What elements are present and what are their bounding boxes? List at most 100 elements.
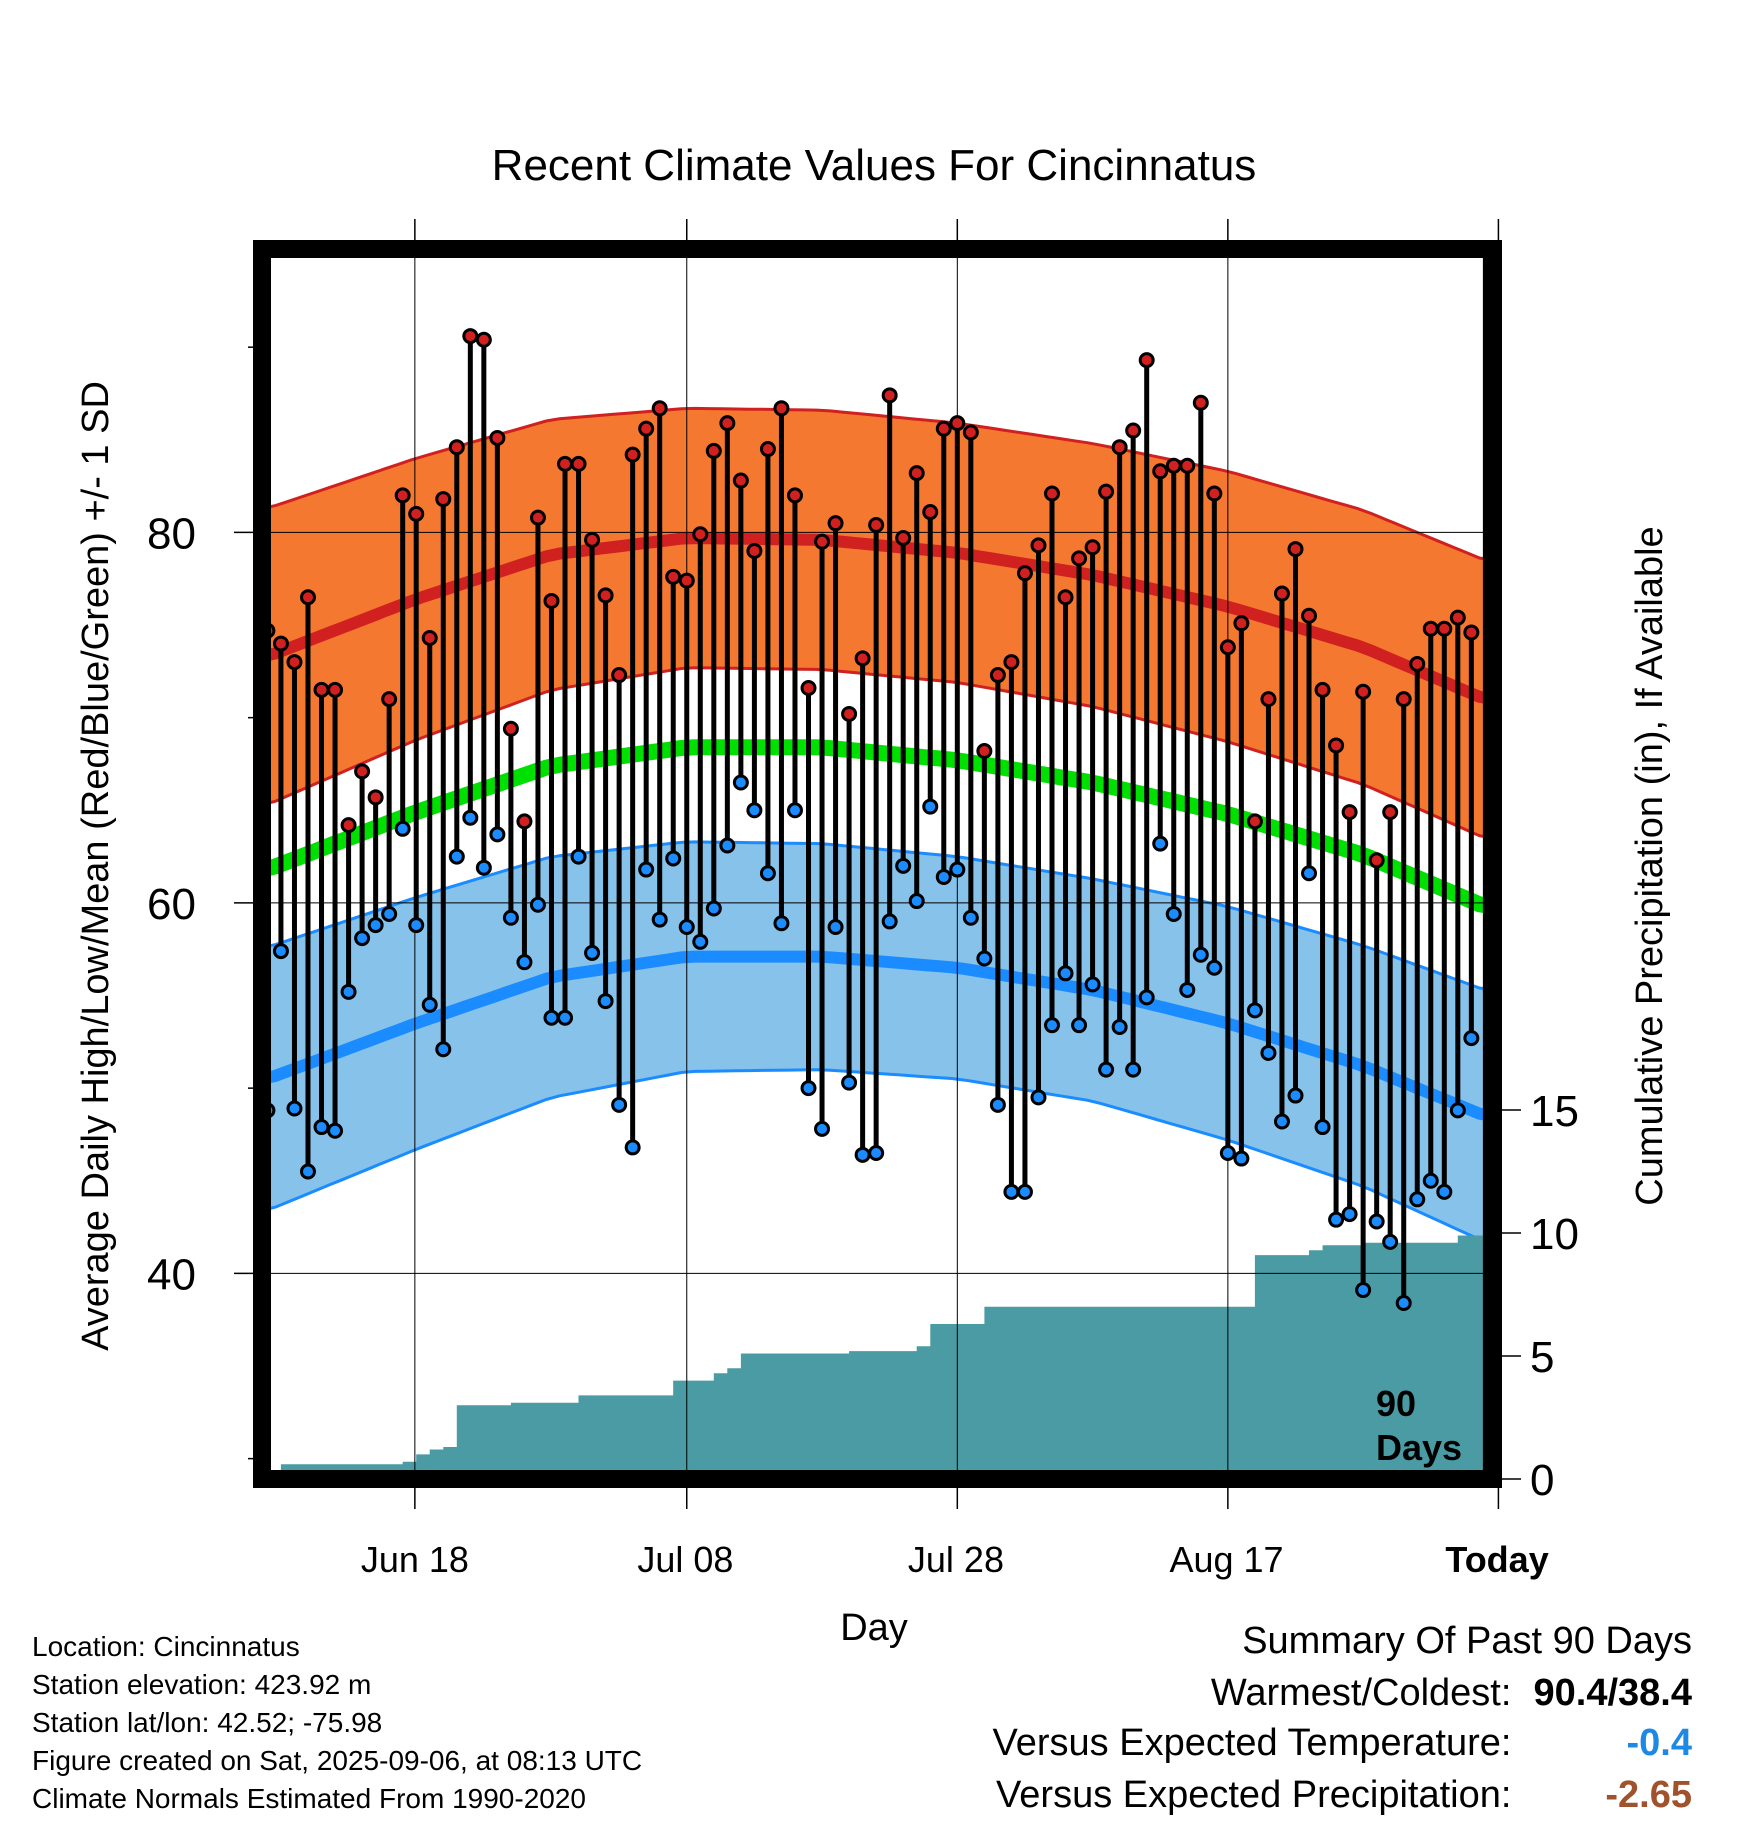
daily-low-point <box>895 857 912 874</box>
daily-low-point <box>1314 1119 1331 1136</box>
daily-high-point <box>1449 609 1466 626</box>
daily-low-point <box>1341 1206 1358 1223</box>
daily-high-point <box>1260 691 1277 708</box>
daily-high-point <box>881 387 898 404</box>
daily-low-point <box>516 954 533 971</box>
daily-high-point <box>1016 565 1033 582</box>
daily-high-point <box>421 630 438 647</box>
daily-high-point <box>624 446 641 463</box>
daily-high-point <box>489 429 506 446</box>
daily-low-point <box>773 915 790 932</box>
daily-high-point <box>611 667 628 684</box>
precipitation-label: Versus Expected Precipitation: <box>996 1774 1512 1816</box>
y2-tick-label: 5 <box>1530 1333 1554 1382</box>
daily-low-point <box>489 826 506 843</box>
daily-high-point <box>570 455 587 472</box>
daily-low-point <box>854 1146 871 1163</box>
daily-high-point <box>692 526 709 543</box>
summary-precipitation: Versus Expected Precipitation: -2.65 <box>996 1774 1692 1817</box>
daily-high-point <box>1246 813 1263 830</box>
daily-low-point <box>692 933 709 950</box>
summary-temperature: Versus Expected Temperature: -0.4 <box>993 1722 1692 1765</box>
daily-high-point <box>381 691 398 708</box>
precipitation-value: -2.65 <box>1605 1774 1692 1816</box>
daily-high-point <box>800 680 817 697</box>
daily-high-point <box>394 487 411 504</box>
x-tick-label: Jul 28 <box>908 1539 1004 1580</box>
daily-low-point <box>1003 1183 1020 1200</box>
daily-high-point <box>976 743 993 760</box>
today-label-days: Days <box>1376 1427 1462 1468</box>
daily-low-point <box>475 859 492 876</box>
daily-low-point <box>367 917 384 934</box>
daily-low-point <box>868 1144 885 1161</box>
daily-low-point <box>462 809 479 826</box>
daily-high-point <box>1057 589 1074 606</box>
daily-high-point <box>908 465 925 482</box>
daily-high-point <box>557 455 574 472</box>
daily-high-point <box>327 681 344 698</box>
daily-high-point <box>705 442 722 459</box>
daily-low-point <box>1044 1017 1061 1034</box>
daily-low-point <box>881 913 898 930</box>
daily-low-point <box>1165 906 1182 923</box>
daily-high-point <box>1219 639 1236 656</box>
daily-high-point <box>475 331 492 348</box>
daily-low-point <box>1463 1030 1480 1047</box>
daily-low-point <box>665 850 682 867</box>
summary-warmest-coldest: Warmest/Coldest: 90.4/38.4 <box>1211 1672 1692 1715</box>
daily-low-point <box>746 802 763 819</box>
y-axis-label: Average Daily High/Low/Mean (Red/Blue/Gr… <box>75 381 117 1351</box>
daily-high-point <box>1206 485 1223 502</box>
daily-low-point <box>1111 1019 1128 1036</box>
daily-low-point <box>1206 959 1223 976</box>
daily-low-point <box>827 918 844 935</box>
daily-low-point <box>1084 976 1101 993</box>
daily-high-point <box>1395 691 1412 708</box>
daily-low-point <box>1152 835 1169 852</box>
daily-high-point <box>1287 541 1304 558</box>
daily-high-point <box>1003 654 1020 671</box>
daily-high-point <box>1125 422 1142 439</box>
daily-low-point <box>597 993 614 1010</box>
daily-high-point <box>949 415 966 432</box>
daily-low-point <box>381 906 398 923</box>
y-tick-label: 80 <box>147 509 196 558</box>
daily-high-point <box>1436 620 1453 637</box>
daily-low-point <box>1179 981 1196 998</box>
daily-low-point <box>394 820 411 837</box>
today-label-90: 90 <box>1376 1383 1416 1424</box>
daily-low-point <box>786 802 803 819</box>
x-tick-label: Today <box>1445 1539 1548 1580</box>
y2-tick-label: 0 <box>1530 1456 1554 1505</box>
high-upper-sd-line <box>262 406 1493 562</box>
daily-low-point <box>814 1120 831 1137</box>
x-axis-label: Day <box>840 1607 908 1649</box>
daily-low-point <box>299 1163 316 1180</box>
daily-low-point <box>1422 1172 1439 1189</box>
daily-high-point <box>543 592 560 609</box>
daily-low-point <box>340 983 357 1000</box>
daily-high-point <box>1084 539 1101 556</box>
daily-low-point <box>557 1009 574 1026</box>
y2-axis-label: Cumulative Precipitation (in), If Availa… <box>1629 526 1671 1205</box>
daily-low-point <box>529 896 546 913</box>
daily-high-point <box>814 533 831 550</box>
daily-high-point <box>272 635 289 652</box>
daily-high-point <box>597 587 614 604</box>
daily-low-point <box>1246 1002 1263 1019</box>
daily-low-point <box>759 865 776 882</box>
daily-high-point <box>935 420 952 437</box>
daily-high-point <box>1273 585 1290 602</box>
daily-high-point <box>1192 394 1209 411</box>
plot-frame <box>253 240 1502 1488</box>
daily-high-point <box>1314 681 1331 698</box>
daily-low-point <box>1219 1144 1236 1161</box>
daily-high-point <box>1111 439 1128 456</box>
daily-low-point <box>570 848 587 865</box>
daily-high-point <box>502 720 519 737</box>
daily-low-point <box>1098 1061 1115 1078</box>
daily-low-point <box>719 837 736 854</box>
daily-low-point <box>1368 1213 1385 1230</box>
y2-tick-label: 10 <box>1530 1210 1579 1259</box>
